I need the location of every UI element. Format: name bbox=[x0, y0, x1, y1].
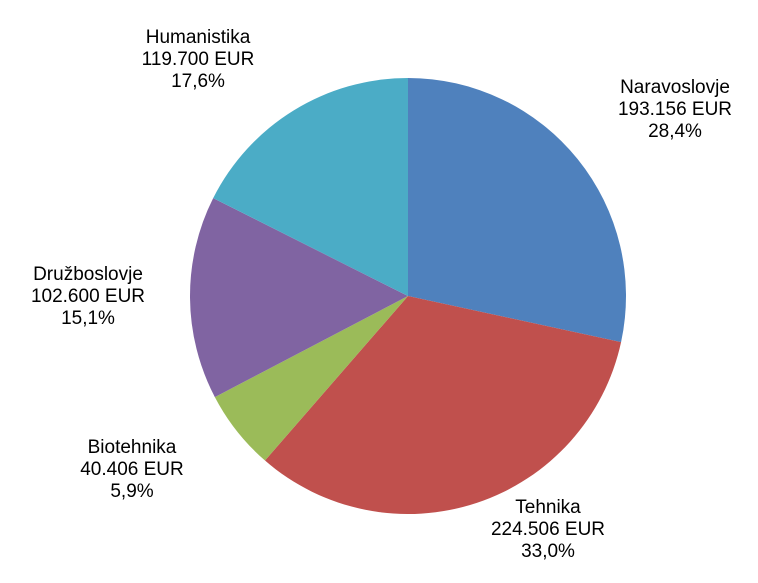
slice-label: Tehnika bbox=[515, 497, 581, 518]
percent-label: 33,0% bbox=[521, 541, 575, 562]
percent-label: 5,9% bbox=[110, 481, 153, 502]
percent-label: 17,6% bbox=[171, 71, 225, 92]
slice-label: Humanistika bbox=[146, 27, 251, 48]
value-label: 224.506 EUR bbox=[491, 519, 605, 540]
value-label: 193.156 EUR bbox=[618, 99, 732, 120]
slice-label: Družboslovje bbox=[33, 264, 143, 285]
value-label: 40.406 EUR bbox=[80, 459, 184, 480]
pie-slice bbox=[189, 198, 408, 398]
pie-slice bbox=[408, 78, 626, 343]
pie-slice bbox=[264, 296, 622, 514]
slice-label: Biotehnika bbox=[88, 437, 177, 458]
percent-label: 15,1% bbox=[61, 308, 115, 329]
value-label: 119.700 EUR bbox=[142, 49, 255, 70]
percent-label: 28,4% bbox=[648, 121, 702, 142]
slice-label: Naravoslovje bbox=[620, 77, 730, 98]
pie-slice bbox=[213, 77, 408, 296]
pie-slice bbox=[214, 296, 408, 461]
value-label: 102.600 EUR bbox=[31, 286, 145, 307]
